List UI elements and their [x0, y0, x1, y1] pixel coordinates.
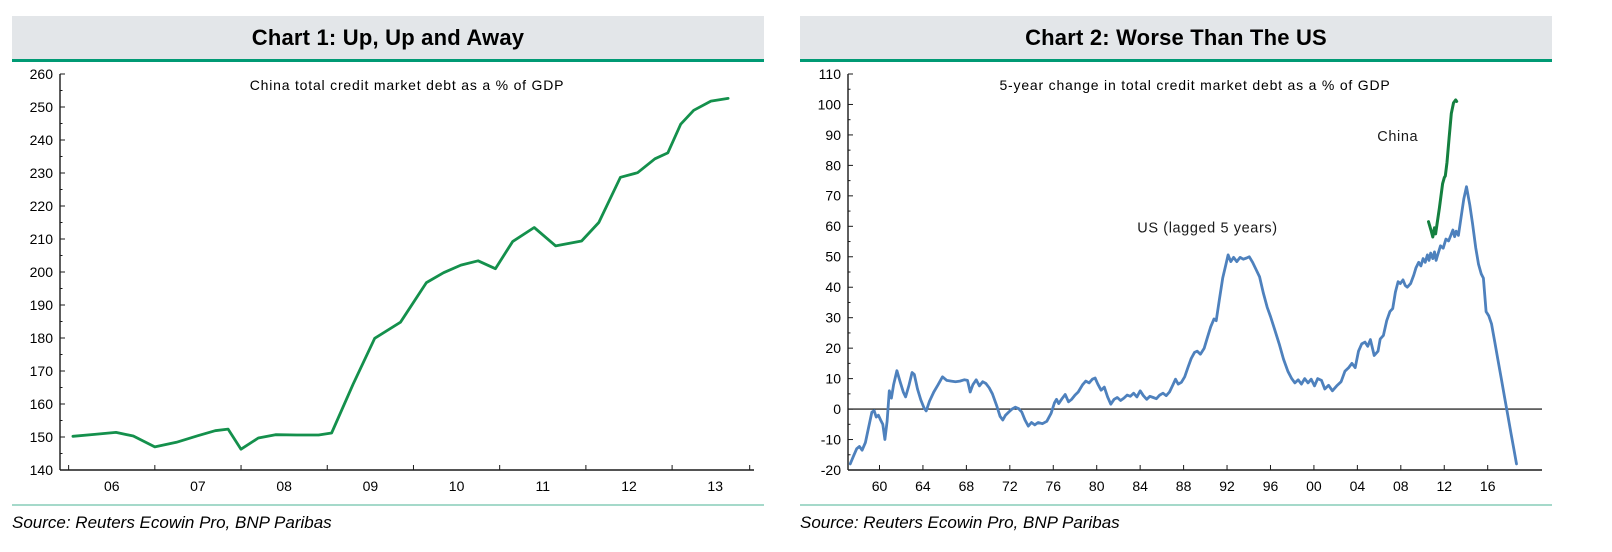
x-tick-label: 12 [621, 478, 637, 494]
x-tick-label: 09 [363, 478, 379, 494]
chart-subtitle: 5-year change in total credit market deb… [999, 77, 1390, 93]
y-tick-label: 160 [30, 396, 54, 412]
y-tick-label: 70 [825, 188, 841, 204]
chart1-plot-area: China total credit market debt as a % of… [12, 64, 764, 500]
x-tick-label: 00 [1306, 478, 1322, 494]
x-tick-label: 84 [1132, 478, 1148, 494]
y-tick-label: 170 [30, 363, 54, 379]
y-tick-label: 60 [825, 218, 841, 234]
chart2-source: Source: Reuters Ecowin Pro, BNP Paribas [800, 513, 1120, 532]
x-tick-label: 80 [1089, 478, 1105, 494]
x-tick-label: 76 [1045, 478, 1061, 494]
y-tick-label: 260 [30, 66, 54, 82]
x-tick-label: 12 [1436, 478, 1452, 494]
x-tick-label: 60 [872, 478, 888, 494]
y-tick-label: 80 [825, 157, 841, 173]
x-tick-label: 08 [1393, 478, 1409, 494]
x-tick-label: 88 [1176, 478, 1192, 494]
y-tick-label: 210 [30, 231, 54, 247]
y-tick-label: 0 [833, 401, 841, 417]
chart2-title: Chart 2: Worse Than The US [1025, 24, 1327, 50]
x-tick-label: 11 [536, 478, 551, 494]
x-tick-label: 72 [1002, 478, 1018, 494]
y-tick-label: 90 [825, 127, 841, 143]
series-annotation-us-lagged-5-years: US (lagged 5 years) [1137, 220, 1277, 236]
y-tick-label: 40 [825, 279, 841, 295]
chart1-header: Chart 1: Up, Up and Away [12, 16, 764, 62]
chart1-panel: Chart 1: Up, Up and Away China total cre… [12, 16, 764, 533]
chart1-source: Source: Reuters Ecowin Pro, BNP Paribas [12, 513, 332, 532]
y-tick-label: 180 [30, 330, 54, 346]
series-annotation-china: China [1377, 129, 1418, 145]
y-tick-label: 200 [30, 264, 54, 280]
chart-subtitle: China total credit market debt as a % of… [250, 77, 565, 93]
us-lagged-5-years-line [848, 185, 1518, 466]
x-tick-label: 13 [707, 478, 723, 494]
y-tick-label: 50 [825, 249, 841, 265]
y-tick-label: 250 [30, 99, 54, 115]
x-tick-label: 64 [915, 478, 931, 494]
y-tick-label: -20 [821, 462, 841, 478]
y-tick-label: 10 [825, 371, 841, 387]
chart1-canvas: China total credit market debt as a % of… [30, 66, 754, 494]
y-tick-label: 110 [819, 66, 842, 82]
chart1-title: Chart 1: Up, Up and Away [251, 24, 525, 50]
y-tick-label: 100 [818, 96, 842, 112]
x-tick-label: 16 [1480, 478, 1496, 494]
y-tick-label: 30 [825, 310, 841, 326]
chart2-canvas: 5-year change in total credit market deb… [818, 66, 1542, 494]
chart2-footer-rule [800, 504, 1552, 506]
x-tick-label: 68 [959, 478, 975, 494]
y-tick-label: 20 [825, 340, 841, 356]
chart2-header: Chart 2: Worse Than The US [800, 16, 1552, 62]
y-tick-label: 230 [30, 165, 54, 181]
x-tick-label: 96 [1263, 478, 1279, 494]
x-tick-label: 07 [190, 478, 206, 494]
x-tick-label: 10 [449, 478, 465, 494]
chart2-plot-area: 5-year change in total credit market deb… [800, 64, 1552, 500]
charts-page: Chart 1: Up, Up and Away China total cre… [12, 16, 1552, 533]
y-tick-label: 240 [30, 132, 54, 148]
china-line [71, 97, 730, 451]
chart1-footer-rule [12, 504, 764, 506]
y-tick-label: 140 [30, 462, 54, 478]
chart2-panel: Chart 2: Worse Than The US 5-year change… [800, 16, 1552, 533]
y-tick-label: 150 [30, 429, 54, 445]
y-tick-label: 220 [30, 198, 54, 214]
x-tick-label: 92 [1219, 478, 1235, 494]
x-tick-label: 04 [1350, 478, 1366, 494]
china-line [1427, 98, 1459, 239]
y-tick-label: 190 [30, 297, 54, 313]
x-tick-label: 06 [104, 478, 120, 494]
x-tick-label: 08 [276, 478, 292, 494]
y-tick-label: -10 [821, 431, 841, 447]
